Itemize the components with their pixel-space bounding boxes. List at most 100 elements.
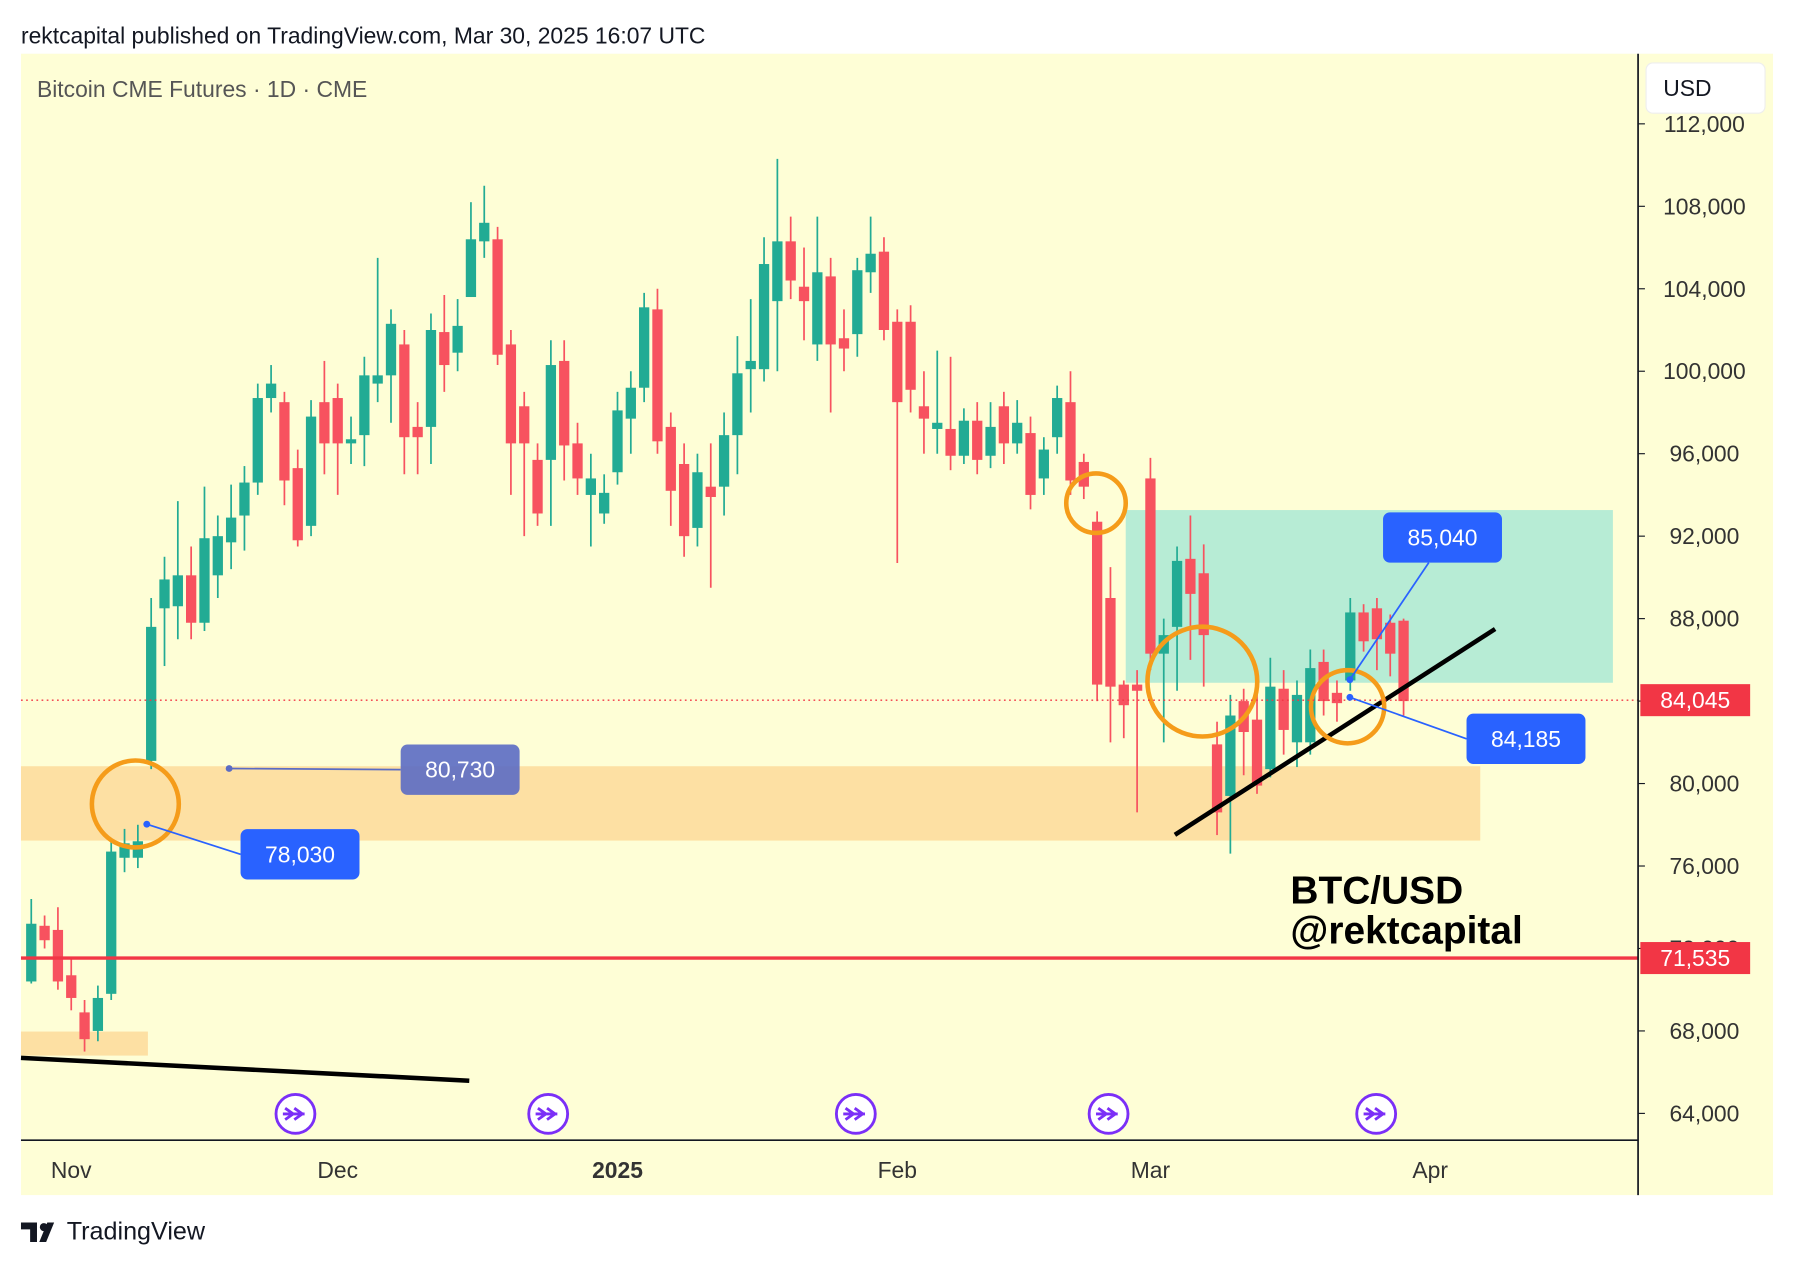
candle-body <box>399 344 410 438</box>
chart-title: Bitcoin CME Futures · 1D · CME <box>37 76 367 102</box>
candle-body <box>545 365 557 460</box>
callout-anchor <box>1346 676 1354 684</box>
candle-body <box>345 439 357 444</box>
header: rektcapital published on TradingView.com… <box>21 22 705 48</box>
candle-body <box>385 323 397 376</box>
brand-logo <box>20 1222 55 1242</box>
support-zone <box>20 766 1481 841</box>
candle-body <box>1012 422 1023 444</box>
candle-body <box>1345 612 1356 681</box>
candle-body <box>1251 719 1263 786</box>
candle-body <box>892 321 903 403</box>
callout-connector <box>1349 696 1467 740</box>
watermark-line: @rektcapital <box>1290 909 1522 952</box>
candle-body <box>1118 684 1129 706</box>
highlight-circle <box>89 758 182 850</box>
candle-body <box>52 929 64 982</box>
event-icon[interactable] <box>1355 1093 1398 1135</box>
candle-body <box>66 975 77 998</box>
candle-body <box>865 253 876 273</box>
y-tick-label: 108,000 <box>1663 193 1746 219</box>
currency-label: USD <box>1663 75 1711 101</box>
candle-body <box>985 426 996 456</box>
brand: TradingView <box>67 1218 206 1246</box>
candles <box>26 158 1409 1052</box>
candle-body <box>1065 402 1076 481</box>
y-tick-label: 80,000 <box>1669 771 1739 797</box>
candle-body <box>705 486 716 497</box>
candle-body <box>92 997 104 1031</box>
candle-body <box>905 321 916 390</box>
candle-body <box>305 416 317 526</box>
candle-body <box>1225 715 1236 796</box>
candle-body <box>692 472 703 528</box>
candle-body <box>932 422 943 429</box>
candle-body <box>279 402 290 481</box>
x-tick-label: Dec <box>317 1157 358 1183</box>
candle-body <box>172 575 183 607</box>
candle-body <box>812 272 823 345</box>
event-icon[interactable] <box>527 1093 570 1135</box>
candle-body <box>252 398 263 483</box>
callout-anchor <box>143 820 151 828</box>
candle-body <box>825 276 836 345</box>
candle-body <box>212 536 223 576</box>
candle-body <box>199 538 210 623</box>
y-tick-label: 76,000 <box>1669 853 1739 879</box>
trend-line <box>20 1055 470 1084</box>
candle-body <box>678 464 690 537</box>
candle-body <box>505 344 517 444</box>
candle-body <box>1291 694 1303 743</box>
price-label: 71,535 <box>1660 945 1730 971</box>
highlight-circle <box>1063 471 1129 536</box>
candle-body <box>785 241 796 281</box>
candle-body <box>492 239 503 355</box>
candle-body <box>372 375 383 384</box>
candle-body <box>1025 433 1036 495</box>
event-icon[interactable] <box>274 1093 317 1135</box>
candle-body <box>265 383 277 399</box>
candle-body <box>612 410 623 473</box>
callout-connector <box>229 767 401 771</box>
candle-body <box>412 426 423 438</box>
candle-body <box>1265 686 1276 770</box>
candle-body <box>1358 612 1369 642</box>
candle-body <box>878 251 890 331</box>
candle-body <box>532 459 543 514</box>
candle-body <box>146 626 157 761</box>
candle-body <box>559 360 570 446</box>
candle-body <box>319 402 330 444</box>
callout-box <box>1383 512 1502 563</box>
x-tick-label: Feb <box>878 1157 917 1183</box>
candle-body <box>1052 398 1063 438</box>
candle-body <box>1185 558 1196 594</box>
candle-body <box>798 286 810 302</box>
candle-body <box>1198 573 1209 636</box>
axes: 64,00068,00072,00076,00080,00084,00088,0… <box>51 111 1751 1183</box>
candle-body <box>772 241 783 302</box>
candle-body <box>585 478 596 495</box>
highlight-circle <box>1145 624 1260 739</box>
price-label-box <box>1640 942 1751 975</box>
candle-body <box>652 309 663 442</box>
candle-body <box>572 443 583 479</box>
watermark-line: BTC/USD <box>1290 869 1463 912</box>
event-icon[interactable] <box>834 1093 877 1135</box>
candle-body <box>452 325 463 353</box>
price-label-box <box>1640 684 1751 717</box>
candle-body <box>425 330 437 427</box>
candle-body <box>439 332 450 366</box>
candle-body <box>1278 688 1289 730</box>
candle-body <box>972 420 983 460</box>
callout-box <box>400 744 520 795</box>
currency-button[interactable] <box>1645 62 1766 114</box>
candle-body <box>852 270 863 335</box>
y-tick-label: 112,000 <box>1664 111 1745 137</box>
candle-body <box>292 468 303 541</box>
candle-body <box>1385 622 1396 654</box>
candle-body <box>239 482 250 516</box>
event-icon[interactable] <box>1087 1093 1130 1135</box>
candle-body <box>998 406 1010 444</box>
candle-body <box>332 398 343 444</box>
